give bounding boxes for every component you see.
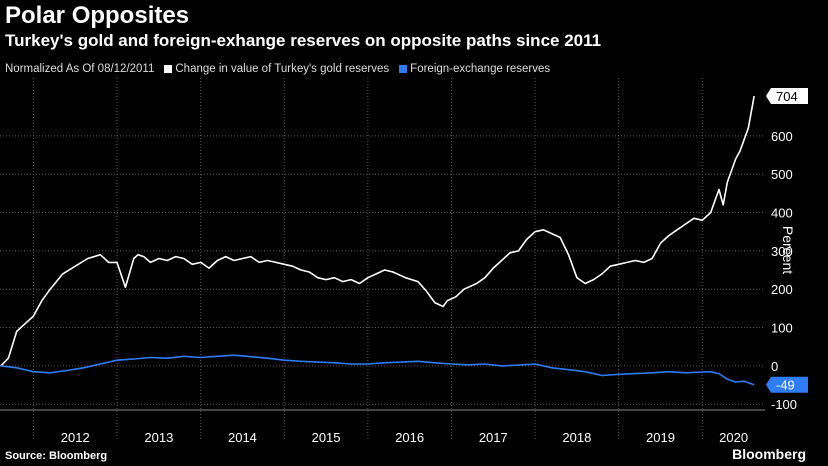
end-value-tag-gold [766, 87, 808, 104]
chart-subtitle: Turkey's gold and foreign-exhange reserv… [5, 31, 602, 50]
end-value-label-fx: -49 [776, 378, 795, 393]
legend-item-gold: Change in value of Turkey's gold reserve… [164, 63, 389, 75]
normalization-note: Normalized As Of 08/12/2011 [5, 63, 155, 75]
y-tick-label: 200 [771, 282, 793, 297]
legend-item-fx: Foreign-exchange reserves [399, 63, 550, 75]
legend-label-gold: Change in value of Turkey's gold reserve… [175, 63, 390, 75]
y-tick-label: 500 [771, 167, 793, 182]
y-tick-label: 0 [771, 359, 778, 374]
x-tick-label: 2016 [395, 430, 424, 445]
x-tick-label: 2014 [228, 430, 257, 445]
end-value-label-gold: 704 [776, 89, 798, 104]
y-tick-label: 600 [771, 129, 793, 144]
legend: Normalized As Of 08/12/2011 Change in va… [5, 63, 560, 75]
x-tick-label: 2015 [312, 430, 341, 445]
bloomberg-logo: Bloomberg [732, 446, 806, 462]
x-tick-label: 2018 [562, 430, 591, 445]
legend-label-fx: Foreign-exchange reserves [410, 63, 551, 75]
series-line-fx [0, 354, 755, 386]
end-value-tag-fx [766, 376, 808, 393]
x-tick-label: 2012 [61, 430, 90, 445]
y-tick-label: 300 [771, 244, 793, 259]
y-tick-label: 400 [771, 206, 793, 221]
x-tick-label: 2020 [719, 430, 748, 445]
x-tick-label: 2019 [646, 430, 675, 445]
series-line-gold [0, 95, 755, 367]
y-tick-label: 100 [771, 321, 793, 336]
x-tick-label: 2017 [479, 430, 508, 445]
y-axis-label: Percent [780, 225, 796, 275]
legend-swatch-fx [399, 65, 408, 73]
source-note: Source: Bloomberg [5, 450, 108, 462]
chart-title: Polar Opposites [5, 2, 190, 29]
y-tick-label: -100 [771, 397, 797, 412]
legend-swatch-gold [164, 65, 173, 73]
x-tick-label: 2013 [144, 430, 173, 445]
